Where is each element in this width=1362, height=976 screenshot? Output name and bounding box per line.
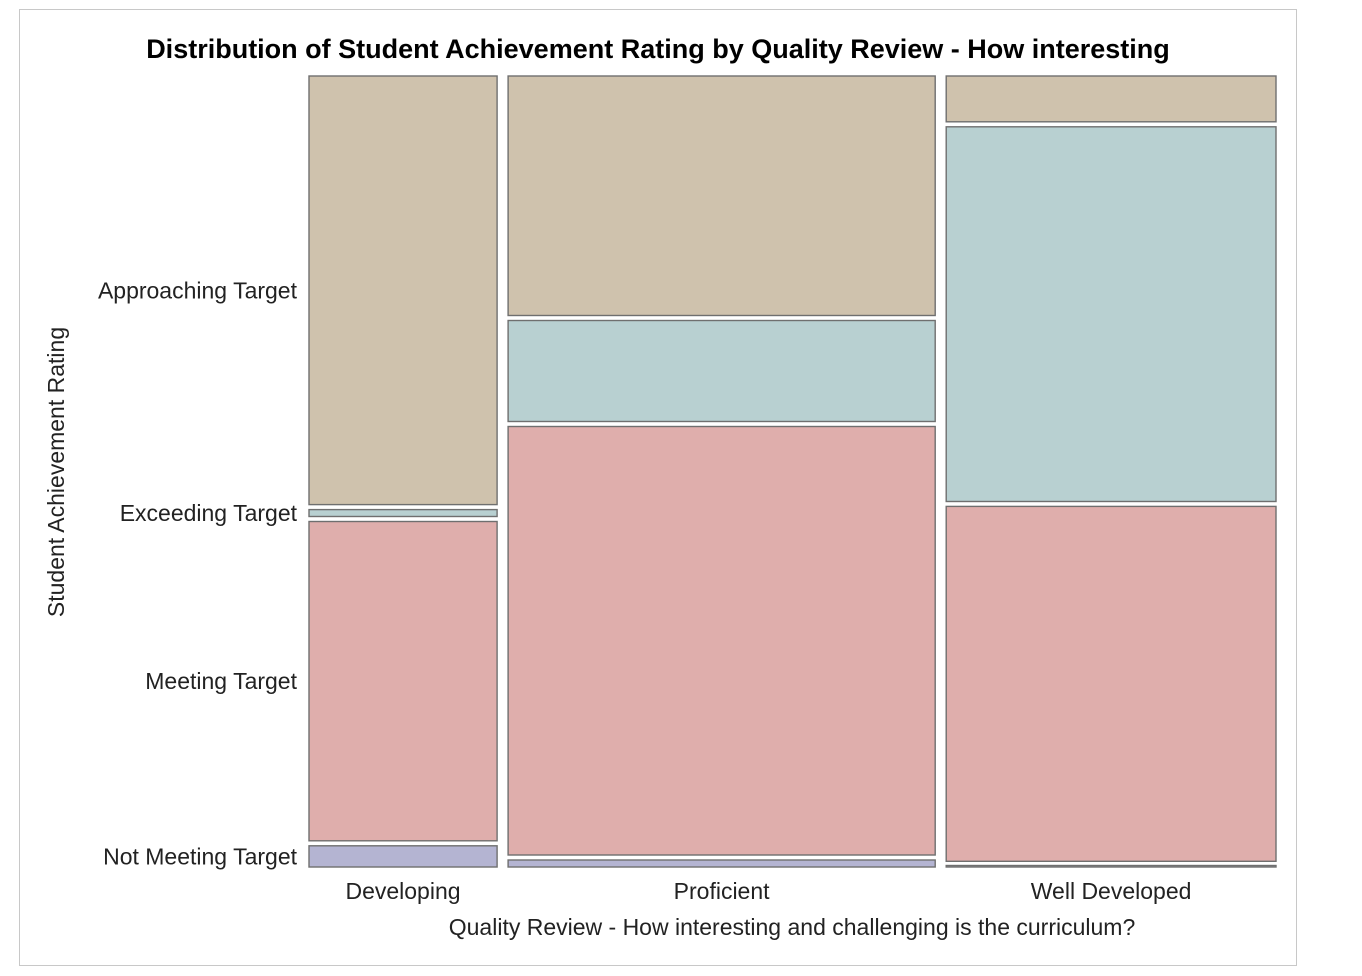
mosaic-tiles	[308, 75, 1277, 868]
y-tick-approaching-target: Approaching Target	[98, 277, 298, 303]
tile-proficient-not-meeting-target	[507, 859, 936, 868]
tile-well-developed-approaching-target	[945, 75, 1277, 123]
tile-developing-approaching-target	[308, 75, 498, 506]
y-tick-exceeding-target: Exceeding Target	[120, 500, 298, 526]
x-axis-label: Quality Review - How interesting and cha…	[449, 914, 1136, 940]
tile-developing-not-meeting-target	[308, 845, 498, 868]
tile-developing-exceeding-target	[308, 508, 498, 518]
chart-title: Distribution of Student Achievement Rati…	[146, 34, 1170, 64]
tile-well-developed-not-meeting-target	[945, 864, 1277, 868]
tile-well-developed-meeting-target	[945, 505, 1277, 862]
x-tick-proficient: Proficient	[674, 878, 770, 904]
x-tick-well-developed: Well Developed	[1031, 878, 1192, 904]
tile-developing-meeting-target	[308, 520, 498, 842]
tile-proficient-meeting-target	[507, 425, 936, 856]
y-axis-label: Student Achievement Rating	[43, 327, 69, 617]
tile-well-developed-exceeding-target	[945, 126, 1277, 503]
x-tick-developing: Developing	[345, 878, 460, 904]
x-tick-labels: Developing Proficient Well Developed	[345, 878, 1191, 904]
tile-proficient-exceeding-target	[507, 319, 936, 423]
y-tick-not-meeting-target: Not Meeting Target	[103, 843, 298, 869]
y-tick-labels: Approaching Target Exceeding Target Meetin…	[98, 277, 298, 869]
tile-proficient-approaching-target	[507, 75, 936, 317]
y-tick-meeting-target: Meeting Target	[145, 668, 297, 694]
